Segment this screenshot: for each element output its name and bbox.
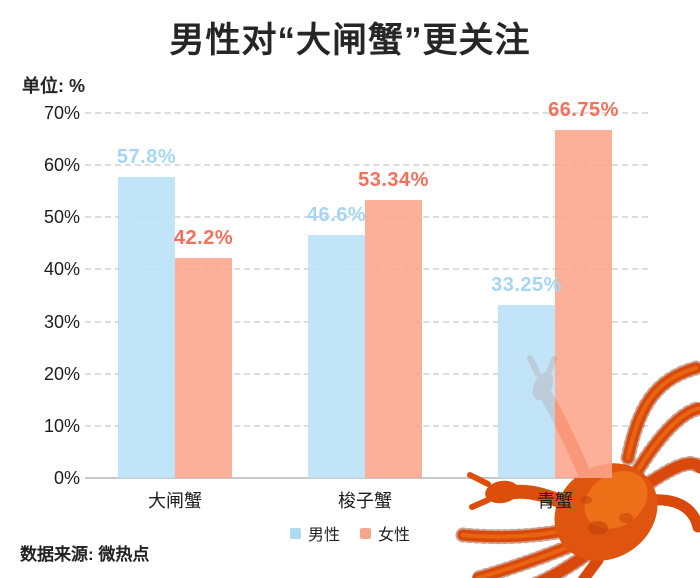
bar-男性-梭子蟹 <box>308 235 365 478</box>
y-tick-label-30: 30% <box>43 311 80 332</box>
x-axis-line <box>85 477 648 479</box>
value-label-女性-梭子蟹: 53.34% <box>358 168 429 191</box>
bar-男性-青蟹 <box>498 304 555 478</box>
y-tick-label-40: 40% <box>43 259 80 280</box>
x-category-label-大闸蟹: 大闸蟹 <box>148 491 202 511</box>
y-tick-label-50: 50% <box>43 207 80 228</box>
chart-title: 男性对“大闸蟹”更关注 <box>169 21 531 60</box>
y-tick-label-60: 60% <box>43 155 80 176</box>
y-axis-unit-label: 单位: % <box>22 76 85 96</box>
value-label-男性-大闸蟹: 57.8% <box>116 145 177 168</box>
bar-男性-大闸蟹 <box>118 176 175 478</box>
legend-label-男性: 男性 <box>307 527 340 544</box>
y-tick-label-20: 20% <box>43 363 80 384</box>
gridline-60 <box>85 164 648 167</box>
legend-label-女性: 女性 <box>378 527 411 544</box>
legend-swatch-女性 <box>360 527 371 539</box>
legend-swatch-男性 <box>289 527 301 539</box>
y-tick-label-0: 0% <box>53 468 80 488</box>
y-tick-label-70: 70% <box>43 103 80 123</box>
bar-女性-大闸蟹 <box>175 257 232 478</box>
gridline-70 <box>85 112 648 114</box>
x-category-label-青蟹: 青蟹 <box>537 491 573 511</box>
bar-女性-青蟹 <box>555 129 612 478</box>
value-label-男性-青蟹: 33.25% <box>491 273 562 296</box>
value-label-女性-大闸蟹: 42.2% <box>173 226 234 249</box>
crab-image <box>455 355 700 578</box>
y-tick-label-10: 10% <box>43 415 80 436</box>
value-label-女性-青蟹: 66.75% <box>548 98 619 121</box>
data-source-note: 数据来源: 微热点 <box>20 545 150 564</box>
legend-item-男性: 男性 <box>289 521 340 545</box>
value-label-男性-梭子蟹: 46.6% <box>306 204 367 226</box>
x-category-label-梭子蟹: 梭子蟹 <box>338 491 392 511</box>
bar-女性-梭子蟹 <box>365 199 422 478</box>
legend-item-女性: 女性 <box>360 521 410 545</box>
legend: 男性 女性 <box>0 521 700 545</box>
